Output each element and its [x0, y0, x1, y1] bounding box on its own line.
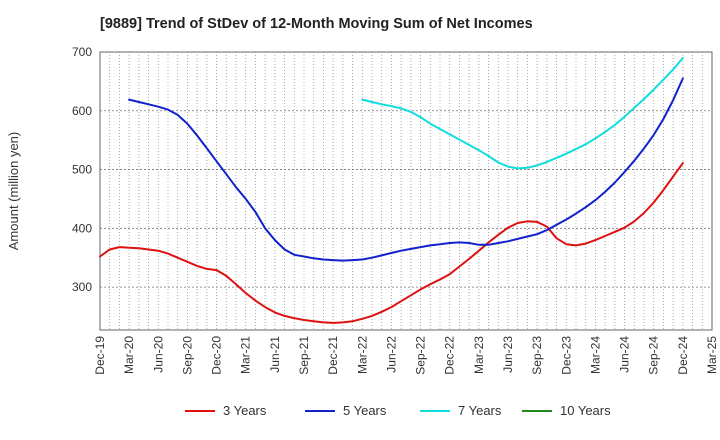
x-tick-label: Jun-20 [151, 336, 165, 373]
x-tick-label: Jun-22 [384, 336, 398, 373]
y-tick-label: 700 [72, 45, 92, 59]
x-tick-label: Jun-24 [618, 336, 632, 373]
x-tick-label: Dec-22 [443, 336, 457, 375]
x-tick-label: Mar-23 [472, 336, 486, 374]
chart-title: [9889] Trend of StDev of 12-Month Moving… [100, 16, 533, 32]
x-axis-tick-labels: Dec-19 Mar-20 Jun-20 Sep-20 Dec-20 Mar-21 Jun-… [93, 336, 719, 375]
series-line-2 [361, 56, 684, 170]
x-tick-label: Sep-21 [297, 336, 311, 375]
legend-label-0: 3 Years [223, 403, 267, 418]
x-tick-label: Jun-23 [501, 336, 515, 373]
y-axis-tick-labels: 300 400 500 600 700 [72, 45, 92, 294]
y-tick-label: 400 [72, 221, 92, 235]
legend-label-1: 5 Years [343, 403, 387, 418]
x-tick-label: Mar-25 [705, 336, 719, 374]
vertical-gridlines [109, 52, 703, 330]
x-tick-label: Jun-21 [268, 336, 282, 373]
legend: 3 Years 5 Years 7 Years 10 Years [185, 403, 611, 418]
x-tick-label: Sep-23 [530, 336, 544, 375]
x-tick-label: Dec-24 [676, 336, 690, 375]
series-line-0 [99, 162, 684, 324]
y-axis-label: Amount (million yen) [6, 132, 21, 251]
x-tick-label: Mar-21 [239, 336, 253, 374]
x-tick-label: Dec-20 [210, 336, 224, 375]
y-tick-label: 600 [72, 104, 92, 118]
x-tick-label: Mar-20 [122, 336, 136, 374]
legend-label-2: 7 Years [458, 403, 502, 418]
x-tick-label: Sep-20 [180, 336, 194, 375]
x-tick-label: Dec-23 [559, 336, 573, 375]
plot-area [99, 51, 713, 331]
legend-label-3: 10 Years [560, 403, 611, 418]
x-tick-label: Sep-24 [647, 336, 661, 375]
x-tick-label: Sep-22 [414, 336, 428, 375]
x-tick-label: Mar-24 [588, 336, 602, 374]
y-tick-label: 300 [72, 280, 92, 294]
x-tick-label: Dec-21 [326, 336, 340, 375]
y-tick-label: 500 [72, 163, 92, 177]
x-tick-label: Mar-22 [355, 336, 369, 374]
x-tick-label: Dec-19 [93, 336, 107, 375]
series-line-1 [128, 77, 684, 262]
series-lines [99, 56, 684, 324]
